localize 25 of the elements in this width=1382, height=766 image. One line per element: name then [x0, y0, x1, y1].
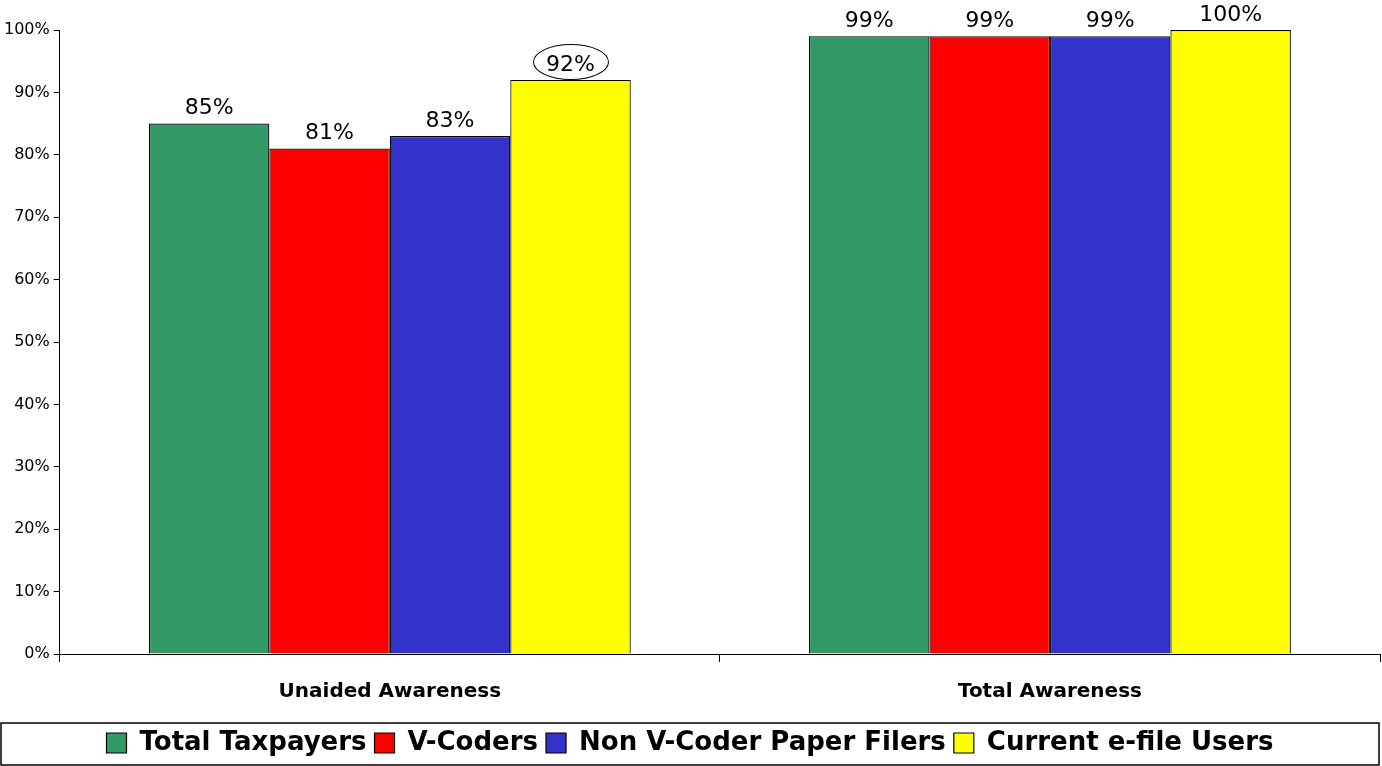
y-tick-label: 40%	[14, 393, 50, 413]
legend-label: Total Taxpayers	[139, 725, 367, 756]
y-tick-label: 0%	[24, 643, 50, 663]
data-label: 100%	[1199, 0, 1263, 26]
data-label: 99%	[844, 6, 894, 32]
y-tick-label: 80%	[14, 143, 50, 163]
data-label: 85%	[184, 94, 234, 120]
y-tick-label: 100%	[3, 19, 50, 39]
x-tick-label: Unaided Awareness	[278, 678, 502, 703]
data-label: 83%	[425, 106, 475, 132]
data-label: 81%	[305, 119, 355, 145]
legend-label: Non V-Coder Paper Filers	[579, 725, 946, 756]
y-tick-label: 50%	[14, 331, 50, 351]
legend-label: Current e-file Users	[986, 725, 1274, 756]
x-tick-label: Total Awareness	[957, 678, 1142, 703]
data-label: 99%	[1085, 6, 1135, 32]
data-label: 99%	[965, 6, 1015, 32]
y-tick-label: 30%	[14, 455, 50, 475]
data-label: 92%	[546, 50, 595, 76]
y-tick-label: 60%	[14, 268, 50, 288]
legend-label: V-Coders	[407, 725, 539, 756]
y-tick-label: 90%	[14, 81, 50, 101]
y-tick-label: 70%	[14, 206, 50, 226]
y-tick-label: 20%	[14, 518, 50, 538]
y-tick-label: 10%	[14, 580, 50, 600]
